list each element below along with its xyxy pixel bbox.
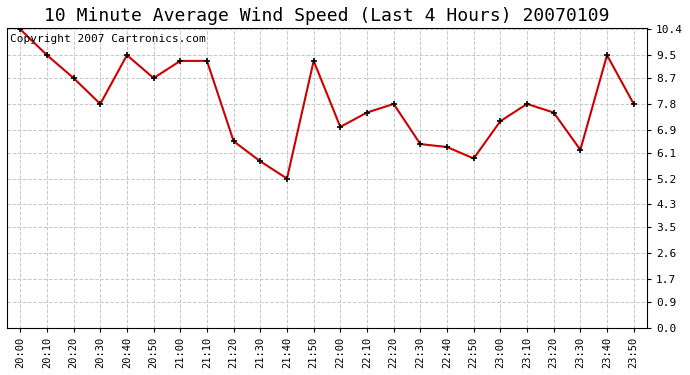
Text: Copyright 2007 Cartronics.com: Copyright 2007 Cartronics.com bbox=[10, 34, 206, 44]
Title: 10 Minute Average Wind Speed (Last 4 Hours) 20070109: 10 Minute Average Wind Speed (Last 4 Hou… bbox=[44, 7, 610, 25]
